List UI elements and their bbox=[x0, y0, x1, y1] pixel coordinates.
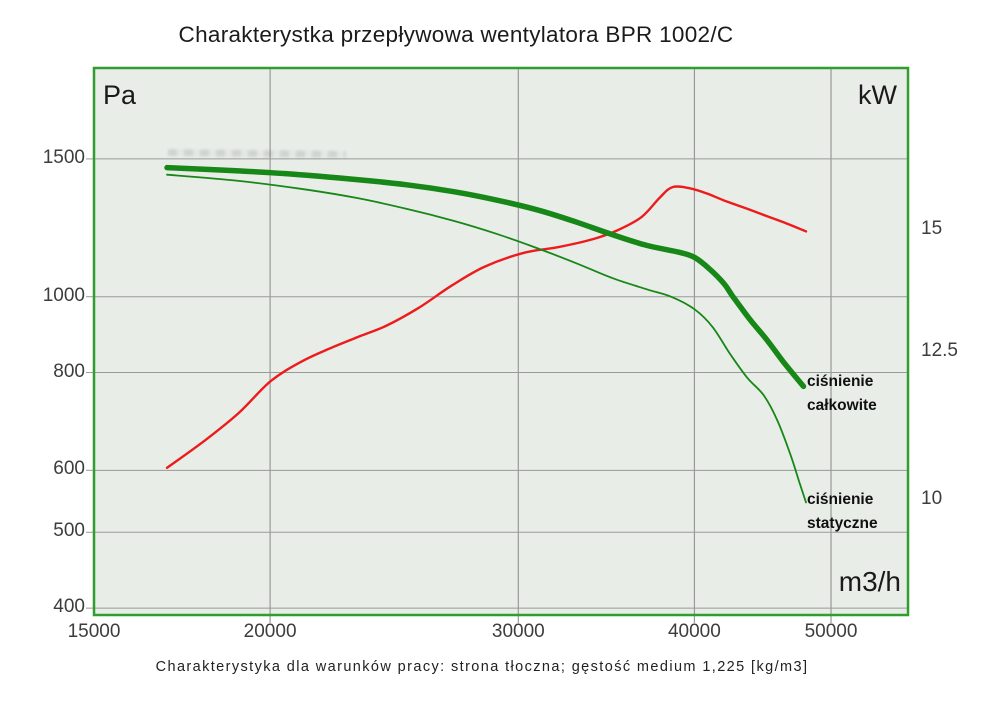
x-tick-label: 50000 bbox=[804, 621, 858, 642]
total-pressure-legend-line1: ciśnienie bbox=[807, 373, 874, 390]
x-tick-label: 40000 bbox=[667, 621, 721, 642]
x-tick-label: 15000 bbox=[67, 621, 121, 642]
y-left-tick-label: 400 bbox=[53, 596, 85, 618]
y-right-tick-label: 12.5 bbox=[921, 339, 958, 361]
plot-border bbox=[92, 66, 910, 617]
y-left-tick-label: 600 bbox=[53, 458, 85, 480]
static-pressure-curve bbox=[166, 173, 807, 504]
total-pressure-curve bbox=[164, 164, 807, 390]
y-left-tick-label: 1500 bbox=[42, 146, 85, 168]
y-left-tick-label: 800 bbox=[53, 360, 85, 382]
static-pressure-legend-line2: statyczne bbox=[807, 515, 878, 532]
total-pressure-legend-line2: całkowite bbox=[807, 397, 877, 414]
power-curve bbox=[165, 185, 808, 469]
static-pressure-legend-line1: ciśnienie bbox=[807, 491, 874, 508]
y-left-unit-label: Pa bbox=[103, 80, 137, 110]
y-right-tick-label: 15 bbox=[921, 218, 943, 240]
x-axis-unit-label: m3/h bbox=[838, 566, 901, 597]
y-left-tick-label: 500 bbox=[53, 520, 85, 542]
static-pressure-legend: ciśnienie statyczne bbox=[807, 488, 878, 536]
x-tick-label: 30000 bbox=[491, 621, 545, 642]
page-title: Charakterystka przepływowa wentylatora B… bbox=[178, 22, 734, 47]
y-right-tick-label: 10 bbox=[921, 488, 943, 510]
y-left-tick-label: 1000 bbox=[42, 284, 85, 306]
chart-caption: Charakterystyka dla warunków pracy: stro… bbox=[155, 659, 809, 675]
y-right-unit-label: kW bbox=[858, 80, 897, 110]
x-tick-label: 20000 bbox=[243, 621, 297, 642]
total-pressure-legend: ciśnienie całkowite bbox=[807, 370, 877, 418]
